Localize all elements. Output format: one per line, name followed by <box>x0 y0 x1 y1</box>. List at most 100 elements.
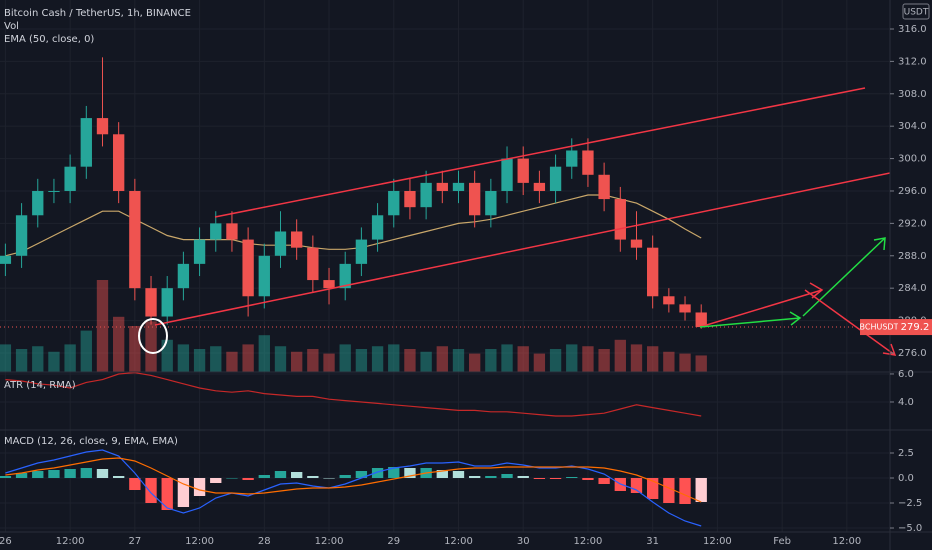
y-tick-label: 6.0 <box>898 369 914 380</box>
y-tick-label: 308.0 <box>898 89 927 100</box>
x-tick-label: 12:00 <box>444 536 473 547</box>
volume-bar <box>566 344 578 372</box>
volume-bar <box>291 351 303 372</box>
volume-bar <box>274 346 287 372</box>
candle-body <box>0 255 12 264</box>
candle-body <box>307 247 319 281</box>
currency-label[interactable]: USDT <box>904 8 929 18</box>
candle-body <box>614 199 626 240</box>
macd-histogram-bar <box>517 476 529 478</box>
y-tick-label: 312.0 <box>898 56 927 67</box>
volume-bar <box>420 351 432 372</box>
volume-bar <box>210 346 222 372</box>
macd-histogram-bar <box>193 478 206 496</box>
candle-body <box>15 215 28 256</box>
candle-body <box>291 231 303 248</box>
macd-histogram-bar <box>485 476 497 478</box>
atr-title: ATR (14, RMA) <box>4 380 76 391</box>
volume-bar <box>242 344 254 372</box>
ema-line <box>5 194 702 257</box>
x-tick-label: 12:00 <box>574 536 603 547</box>
price-tag <box>898 319 932 336</box>
macd-histogram-bar <box>307 476 319 478</box>
candle-body <box>161 288 173 317</box>
candle-body <box>242 239 254 297</box>
volume-bar <box>371 346 384 372</box>
x-tick-label: 27 <box>128 536 141 547</box>
candle-body <box>420 182 432 208</box>
macd-histogram-bar <box>501 474 513 478</box>
macd-histogram-bar <box>291 472 303 478</box>
macd-histogram-bar <box>15 473 28 478</box>
candle-body <box>533 182 546 191</box>
macd-histogram-bar <box>0 476 12 478</box>
candle-body <box>436 182 448 191</box>
y-tick-label: 288.0 <box>898 251 927 262</box>
candle-body <box>404 190 416 208</box>
candle-body <box>647 247 659 297</box>
candle-body <box>452 182 465 191</box>
volume-bar <box>339 344 351 372</box>
arrow-head <box>789 311 802 326</box>
volume-label: Vol <box>4 21 19 32</box>
arrow-head <box>882 343 897 356</box>
volume-bar <box>436 346 448 372</box>
candle-body <box>129 190 141 289</box>
candle-body <box>274 231 287 256</box>
currency-box[interactable] <box>902 3 930 20</box>
volume-bar <box>452 349 465 372</box>
macd-histogram-bar <box>323 478 335 479</box>
volume-bar <box>501 344 513 372</box>
candle-body <box>258 255 270 297</box>
volume-bar <box>226 351 238 372</box>
x-tick-label: 28 <box>258 536 271 547</box>
volume-bar <box>64 344 76 372</box>
macd-histogram-bar <box>48 470 60 478</box>
volume-bar <box>517 346 529 372</box>
x-tick-label: 26 <box>0 536 12 547</box>
volume-bar <box>307 349 319 372</box>
x-tick-label: 12:00 <box>185 536 214 547</box>
channel-lower <box>154 172 891 326</box>
volume-bar <box>96 280 109 372</box>
x-tick-label: 29 <box>387 536 400 547</box>
y-tick-label: 304.0 <box>898 121 927 132</box>
atr-line <box>5 371 702 417</box>
volume-bar <box>614 339 626 372</box>
y-tick-label: 2.5 <box>898 448 914 459</box>
macd-histogram-bar <box>533 478 546 479</box>
macd-histogram-bar <box>113 476 125 478</box>
y-tick-label: 284.0 <box>898 283 927 294</box>
volume-bar <box>129 326 141 372</box>
candle-body <box>630 239 643 248</box>
signal-line <box>5 457 702 503</box>
y-tick-label: 276.0 <box>898 348 927 359</box>
circle-marker <box>138 318 168 354</box>
volume-bar <box>258 335 270 372</box>
x-tick-label: 30 <box>517 536 530 547</box>
candle-body <box>210 223 222 240</box>
arrow-head <box>809 282 824 299</box>
candle-body <box>582 150 594 175</box>
volume-bar <box>193 349 206 372</box>
macd-histogram-bar <box>436 470 448 478</box>
macd-histogram-bar <box>371 468 384 478</box>
symbol-label: BCHUSDT <box>860 323 899 332</box>
candle-body <box>355 239 368 264</box>
volume-bar <box>630 344 643 372</box>
y-tick-label: 300.0 <box>898 154 927 165</box>
ema-label: EMA (50, close, 0) <box>4 34 94 45</box>
macd-histogram-bar <box>566 477 578 478</box>
candle-body <box>388 190 400 216</box>
macd-histogram-bar <box>679 478 691 504</box>
x-tick-label: 12:00 <box>56 536 85 547</box>
candle-body <box>517 158 529 183</box>
macd-histogram-bar <box>404 468 416 478</box>
marks-layer <box>0 57 890 527</box>
macd-histogram-bar <box>145 478 157 503</box>
candle-body <box>501 158 513 191</box>
macd-histogram-bar <box>80 468 92 478</box>
x-tick-label: 31 <box>646 536 659 547</box>
volume-bar <box>388 344 400 372</box>
volume-bar <box>80 330 92 372</box>
